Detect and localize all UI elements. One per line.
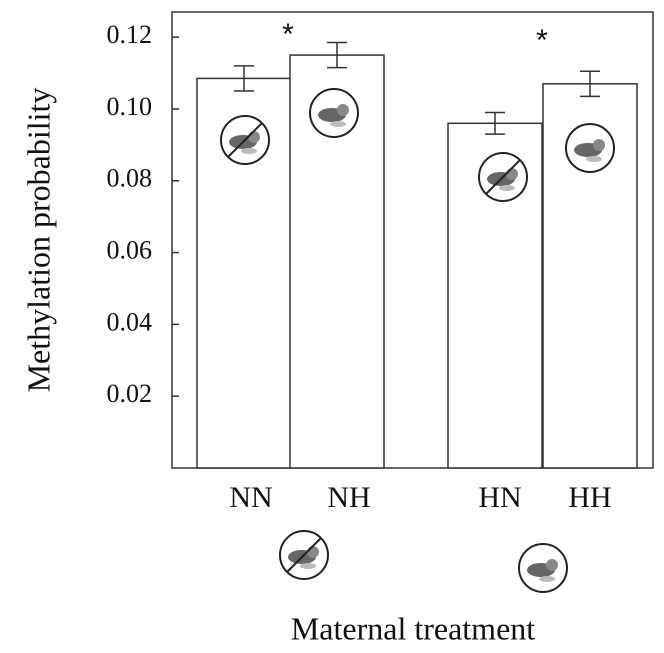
larva-shadow: [586, 156, 602, 162]
larva-head: [337, 104, 349, 116]
y-tick-label: 0.06: [107, 236, 153, 265]
icon-slash: [286, 537, 322, 573]
larva-head: [307, 546, 319, 558]
x-tick-label: NN: [229, 481, 272, 514]
larva-head: [506, 168, 518, 180]
x-tick-label: NH: [327, 481, 370, 514]
larva-shadow: [330, 121, 346, 127]
icons: [220, 88, 615, 593]
error-bar: [234, 65, 254, 92]
icon-no-larva: [478, 152, 528, 202]
icon-no-larva: [279, 530, 329, 580]
y-tick-label: 0.08: [107, 164, 153, 193]
error-bar: [580, 70, 600, 98]
x-tick-label: HH: [568, 481, 611, 514]
larva-head: [248, 131, 260, 143]
error-bar: [485, 111, 505, 135]
y-axis-label: Methylation probability: [20, 88, 56, 393]
error-bar: [327, 41, 347, 69]
larva-shadow: [300, 563, 316, 569]
larva-shadow: [499, 185, 515, 191]
icon-larva: [309, 88, 359, 138]
x-tick-label: HN: [478, 481, 521, 514]
larva-shadow: [539, 576, 555, 582]
larva-shadow: [241, 148, 257, 154]
icon-slash: [485, 159, 521, 195]
icon-slash: [227, 122, 263, 158]
y-tick-label: 0.02: [107, 379, 153, 408]
icon-larva: [565, 123, 615, 173]
y-tick-label: 0.10: [107, 92, 153, 121]
y-tick-label: 0.12: [107, 20, 153, 49]
plot-frame: [171, 11, 654, 469]
icon-no-larva: [220, 115, 270, 165]
significance-star: *: [282, 18, 294, 51]
x-axis-label: Maternal treatment: [291, 610, 535, 646]
larva-head: [593, 139, 605, 151]
icon-larva: [518, 543, 568, 593]
larva-head: [546, 559, 558, 571]
y-tick-label: 0.04: [107, 307, 153, 336]
significance-star: *: [536, 24, 548, 57]
